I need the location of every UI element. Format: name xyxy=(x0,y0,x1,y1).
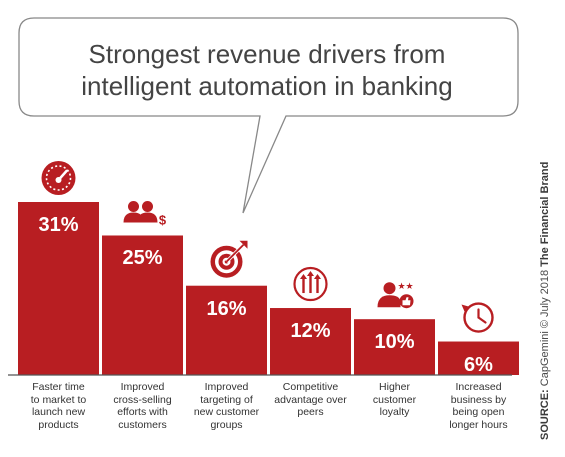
svg-text:★: ★ xyxy=(405,282,413,292)
category-label-line: efforts with xyxy=(117,406,168,418)
category-label: Competitive advantage over peers xyxy=(266,381,356,419)
category-label-line: products xyxy=(38,418,79,431)
user-stars-thumbsup-icon: ★ ★ xyxy=(377,282,414,309)
category-label-line: customer xyxy=(372,393,417,406)
source-brand: The Financial Brand xyxy=(539,161,551,267)
category-label-line: business by xyxy=(450,393,507,406)
category-label: Faster time to market to launch new product… xyxy=(14,381,104,431)
bar-6 xyxy=(438,341,519,375)
source-label: SOURCE: xyxy=(539,389,551,440)
category-label: Improved targeting of new customer groups xyxy=(182,381,272,431)
category-label-line: launch new xyxy=(31,406,86,418)
category-label-line: Improved xyxy=(120,381,165,393)
category-label-line: loyalty xyxy=(379,406,410,418)
category-label-line: Improved xyxy=(204,381,249,393)
users-dollar-icon: $ xyxy=(123,200,167,227)
bar-5 xyxy=(354,319,435,375)
value-label: 31% xyxy=(38,214,79,236)
category-label-line: Faster time xyxy=(32,381,85,393)
bar-3 xyxy=(186,285,267,375)
bar-1 xyxy=(18,202,99,375)
category-label-line: targeting of xyxy=(200,393,253,406)
chart-title-line-1: Strongest revenue drivers from xyxy=(88,39,446,69)
speech-bubble xyxy=(18,17,519,214)
category-label-line: Higher xyxy=(379,381,410,393)
source-credit: SOURCE: CapGemini © July 2018 The Financ… xyxy=(538,150,552,440)
value-label: 25% xyxy=(122,247,163,270)
value-label: 10% xyxy=(374,331,415,354)
value-label: 12% xyxy=(290,320,331,343)
svg-text:★: ★ xyxy=(397,282,405,292)
category-label-line: groups xyxy=(210,418,243,431)
value-label: 6% xyxy=(464,353,493,376)
category-label-line: longer hours xyxy=(449,418,508,431)
category-label-line: Competitive xyxy=(282,381,339,393)
category-label-line: being open xyxy=(452,406,505,418)
target-icon xyxy=(210,240,248,278)
category-label-line: advantage over xyxy=(274,393,347,406)
source-text: CapGemini © July 2018 xyxy=(539,269,551,387)
chart-title: Strongest revenue drivers from intellige… xyxy=(36,38,498,102)
category-label-line: cross-selling xyxy=(113,393,172,406)
bar-4 xyxy=(270,308,351,375)
speedometer-icon xyxy=(41,161,76,195)
category-label: Improved cross-selling efforts with custome… xyxy=(98,381,188,431)
category-label: Increased business by being open longer hou… xyxy=(434,381,524,431)
category-label-line: Increased xyxy=(455,381,502,393)
category-label-line: new customer xyxy=(193,406,260,418)
svg-text:$: $ xyxy=(159,212,167,227)
category-label-line: to market to xyxy=(30,393,87,406)
category-label-line: customers xyxy=(118,418,167,431)
chart-title-line-2: intelligent automation in banking xyxy=(81,71,453,101)
growth-arrows-icon xyxy=(293,266,328,302)
category-label-line: peers xyxy=(297,406,324,418)
value-label: 16% xyxy=(206,297,247,320)
category-label: Higher customer loyalty xyxy=(350,381,440,419)
bar-2 xyxy=(102,235,183,375)
clock-icon xyxy=(461,302,494,333)
